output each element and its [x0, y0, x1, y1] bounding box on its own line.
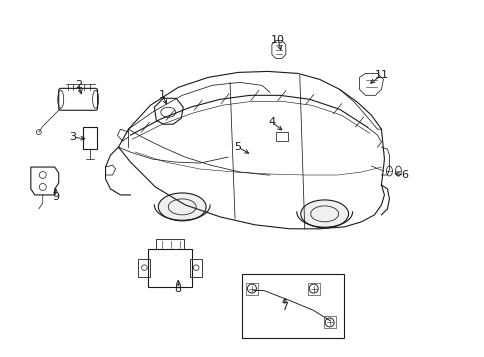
Bar — [323, 316, 335, 328]
Text: 3: 3 — [69, 132, 76, 142]
Text: 8: 8 — [174, 283, 182, 293]
Bar — [275, 132, 287, 141]
Text: 5: 5 — [234, 142, 241, 152]
Text: 11: 11 — [374, 70, 388, 80]
Bar — [138, 259, 150, 277]
Text: 2: 2 — [75, 80, 82, 90]
Text: 4: 4 — [268, 117, 275, 127]
Bar — [245, 283, 257, 295]
Bar — [307, 283, 319, 295]
Ellipse shape — [300, 200, 348, 228]
Text: 7: 7 — [281, 302, 288, 312]
Bar — [190, 259, 202, 277]
Text: 6: 6 — [400, 170, 407, 180]
Text: 10: 10 — [270, 35, 284, 45]
Ellipse shape — [158, 193, 206, 221]
Bar — [82, 127, 96, 149]
Text: 1: 1 — [158, 90, 166, 100]
Text: 9: 9 — [52, 192, 59, 202]
Bar — [148, 249, 192, 287]
Bar — [242, 273, 343, 338]
